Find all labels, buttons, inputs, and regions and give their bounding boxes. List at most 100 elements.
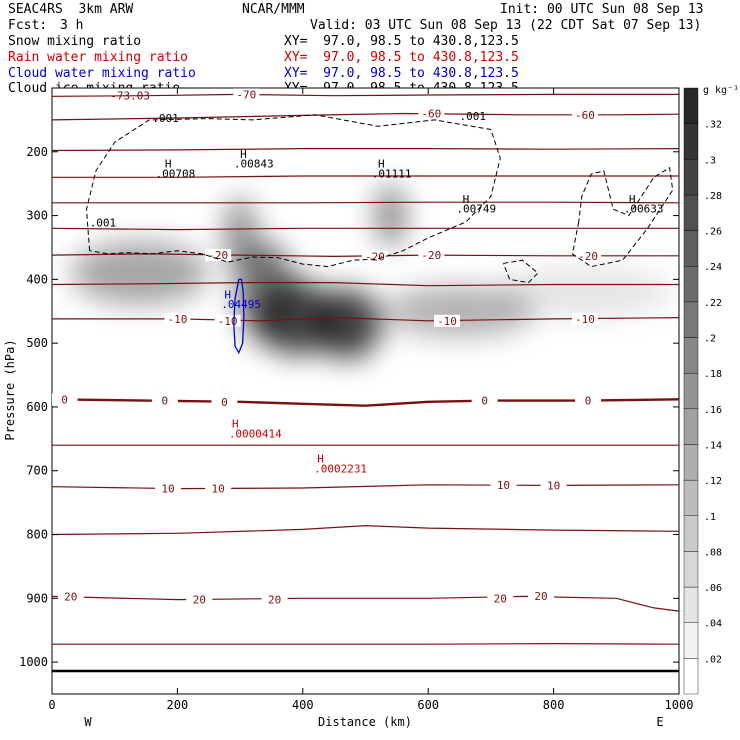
y-tick-label: 600 bbox=[26, 400, 48, 414]
contour-label-bg bbox=[186, 593, 213, 606]
colorbar-tick-label: .3 bbox=[704, 155, 716, 166]
contour-label: 0 bbox=[61, 393, 68, 406]
forecast-hour: 3 h bbox=[60, 18, 84, 33]
colorbar-swatch bbox=[683, 586, 699, 623]
colorbar-swatch bbox=[683, 194, 699, 231]
contour-label: -60 bbox=[575, 109, 595, 122]
x-axis-title: Distance (km) bbox=[318, 715, 412, 729]
max-marker: H bbox=[165, 158, 172, 171]
y-tick-label: 900 bbox=[26, 591, 48, 605]
max-marker: H bbox=[317, 452, 324, 465]
contour-label: 20 bbox=[534, 590, 547, 603]
contour-label-bg bbox=[261, 593, 288, 606]
colorbar-swatch bbox=[683, 230, 699, 267]
contour-label: 10 bbox=[547, 479, 560, 492]
contour-label: -60 bbox=[421, 108, 441, 121]
max-marker: H bbox=[378, 158, 385, 171]
snow-shade-2 bbox=[236, 241, 294, 344]
field-name-cloud-water: Cloud water mixing ratio bbox=[8, 66, 196, 81]
contour-label: 10 bbox=[497, 479, 510, 492]
temperature-contour-5 bbox=[52, 227, 679, 231]
temperature-contour-2 bbox=[52, 148, 679, 152]
x-end-label-west: W bbox=[84, 715, 92, 729]
annotation-value: .001 bbox=[460, 110, 487, 123]
colorbar-swatch bbox=[683, 87, 699, 124]
annotation-value: .00749 bbox=[456, 202, 496, 215]
field-name-snow: Snow mixing ratio bbox=[8, 34, 142, 49]
contour-label-bg bbox=[471, 394, 498, 407]
colorbar-tick-label: .14 bbox=[704, 440, 722, 451]
contour-label: -10 bbox=[167, 313, 187, 326]
contour-label: -20 bbox=[365, 250, 385, 263]
annotation-value: .00708 bbox=[155, 167, 195, 180]
colorbar-tick-label: .26 bbox=[704, 227, 722, 238]
contour-label: 0 bbox=[221, 396, 228, 409]
colorbar-tick-label: .32 bbox=[704, 120, 722, 131]
org-label: NCAR/MMM bbox=[242, 2, 305, 17]
temperature-contour-1 bbox=[52, 112, 679, 121]
contour-label: -70 bbox=[236, 88, 256, 101]
colorbar-swatch bbox=[683, 444, 699, 481]
x-tick-label: 800 bbox=[543, 698, 565, 712]
colorbar: .02 .04 .06 .08 .1 .12 .14 .16 .18 .2 .22 .24 .26 .28… bbox=[683, 87, 722, 695]
cloud-ice-outline-1 bbox=[571, 166, 674, 268]
colorbar-tick-label: .02 bbox=[704, 654, 722, 665]
contour-label: -10 bbox=[437, 315, 457, 328]
field-xy-snow: XY= 97.0, 98.5 to 430.8,123.5 bbox=[284, 34, 519, 49]
y-tick-label: 800 bbox=[26, 528, 48, 542]
y-tick-label: 700 bbox=[26, 464, 48, 478]
x-tick-label: 0 bbox=[48, 698, 55, 712]
contour-label-bg bbox=[57, 590, 84, 603]
colorbar-swatch bbox=[683, 622, 699, 659]
temperature-contour-14 bbox=[52, 642, 679, 645]
annotation-value: .04495 bbox=[221, 298, 261, 311]
contour-label: -20 bbox=[578, 250, 598, 263]
contour-label-bg bbox=[434, 314, 461, 327]
model-title: SEAC4RS 3km ARW bbox=[8, 2, 134, 17]
annotation-value: .00633 bbox=[624, 202, 664, 215]
contour-label: 20 bbox=[494, 592, 507, 605]
field-name-rain: Rain water mixing ratio bbox=[8, 50, 189, 65]
temperature-contour-4 bbox=[52, 201, 679, 204]
colorbar-swatch bbox=[683, 551, 699, 588]
colorbar-tick-label: .28 bbox=[704, 191, 722, 202]
contour-label: 10 bbox=[212, 483, 225, 496]
temperature-contour-0 bbox=[52, 93, 679, 97]
colorbar-swatch bbox=[683, 266, 699, 303]
colorbar-swatch bbox=[683, 337, 699, 374]
y-tick-label: 400 bbox=[26, 272, 48, 286]
contour-label-bg bbox=[575, 249, 602, 262]
field-xy-cloud-water: XY= 97.0, 98.5 to 430.8,123.5 bbox=[284, 66, 519, 81]
colorbar-swatch bbox=[683, 479, 699, 516]
contour-label: -20 bbox=[421, 249, 441, 262]
colorbar-swatch bbox=[683, 408, 699, 445]
contour-label: -10 bbox=[575, 313, 595, 326]
contour-label-bg bbox=[151, 394, 178, 407]
contour-label: 0 bbox=[481, 395, 488, 408]
annotation-value: .00843 bbox=[234, 158, 274, 171]
cloud-ice-outline-2 bbox=[502, 259, 539, 284]
temperature-contour-3 bbox=[52, 175, 679, 178]
colorbar-unit: g kg⁻¹ bbox=[703, 85, 739, 96]
contour-label: 10 bbox=[161, 483, 174, 496]
y-tick-label: 300 bbox=[26, 209, 48, 223]
x-end-label-east: E bbox=[656, 715, 663, 729]
contour-label-bg bbox=[164, 312, 191, 325]
contour-label-bg bbox=[418, 249, 445, 262]
colorbar-tick-label: .16 bbox=[704, 405, 722, 416]
contour-label-bg bbox=[233, 88, 260, 101]
temperature-contour-12 bbox=[52, 524, 679, 536]
contour-label-bg bbox=[52, 393, 78, 406]
field-xy-rain: XY= 97.0, 98.5 to 430.8,123.5 bbox=[284, 50, 519, 65]
snow-shade-4 bbox=[374, 183, 407, 248]
x-tick-label: 1000 bbox=[665, 698, 694, 712]
contour-label-bg bbox=[528, 589, 555, 602]
valid-time: Valid: 03 UTC Sun 08 Sep 13 (22 CDT Sat … bbox=[310, 18, 702, 33]
contour-label-bg bbox=[154, 482, 181, 495]
max-marker: H bbox=[629, 193, 636, 206]
snow-shade-6 bbox=[384, 285, 535, 337]
contour-label: -10 bbox=[218, 315, 238, 328]
x-tick-label: 600 bbox=[417, 698, 439, 712]
y-tick-label: 200 bbox=[26, 145, 48, 159]
